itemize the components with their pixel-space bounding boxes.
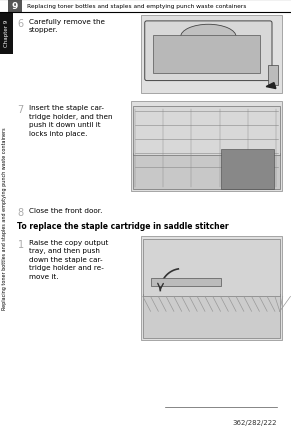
Bar: [133, 154, 280, 190]
Text: Carefully remove the
stopper.: Carefully remove the stopper.: [29, 19, 105, 33]
FancyBboxPatch shape: [145, 22, 272, 81]
Bar: [133, 106, 280, 156]
Bar: [141, 236, 282, 340]
Text: Replacing toner bottles and staples and emptying punch waste containers: Replacing toner bottles and staples and …: [2, 127, 8, 309]
Ellipse shape: [181, 25, 236, 50]
Bar: [8, 0, 22, 13]
Bar: [141, 16, 282, 93]
Text: Insert the staple car-
tridge holder, and then
push it down until it
locks into : Insert the staple car- tridge holder, an…: [29, 105, 112, 137]
Bar: [143, 295, 280, 339]
Bar: [152, 36, 260, 73]
Text: 6: 6: [17, 19, 24, 29]
Text: Chapter 9: Chapter 9: [4, 20, 9, 47]
Bar: [268, 66, 278, 85]
Text: 7: 7: [17, 105, 24, 115]
Bar: [221, 150, 274, 190]
Text: Replacing toner bottles and staples and emptying punch waste containers: Replacing toner bottles and staples and …: [27, 4, 247, 9]
Polygon shape: [266, 83, 276, 89]
Text: 9: 9: [12, 2, 18, 11]
Bar: [131, 102, 282, 192]
Text: 8: 8: [17, 207, 24, 217]
Text: Close the front door.: Close the front door.: [29, 207, 103, 213]
Bar: [151, 278, 220, 286]
Text: To replace the staple cartridge in saddle stitcher: To replace the staple cartridge in saddl…: [17, 222, 229, 230]
Bar: [0, 13, 13, 55]
Bar: [0, 0, 291, 13]
Bar: [143, 239, 280, 296]
Text: Raise the copy output
tray, and then push
down the staple car-
tridge holder and: Raise the copy output tray, and then pus…: [29, 239, 109, 279]
Text: 1: 1: [17, 239, 24, 249]
Text: 362/282/222: 362/282/222: [232, 419, 277, 425]
